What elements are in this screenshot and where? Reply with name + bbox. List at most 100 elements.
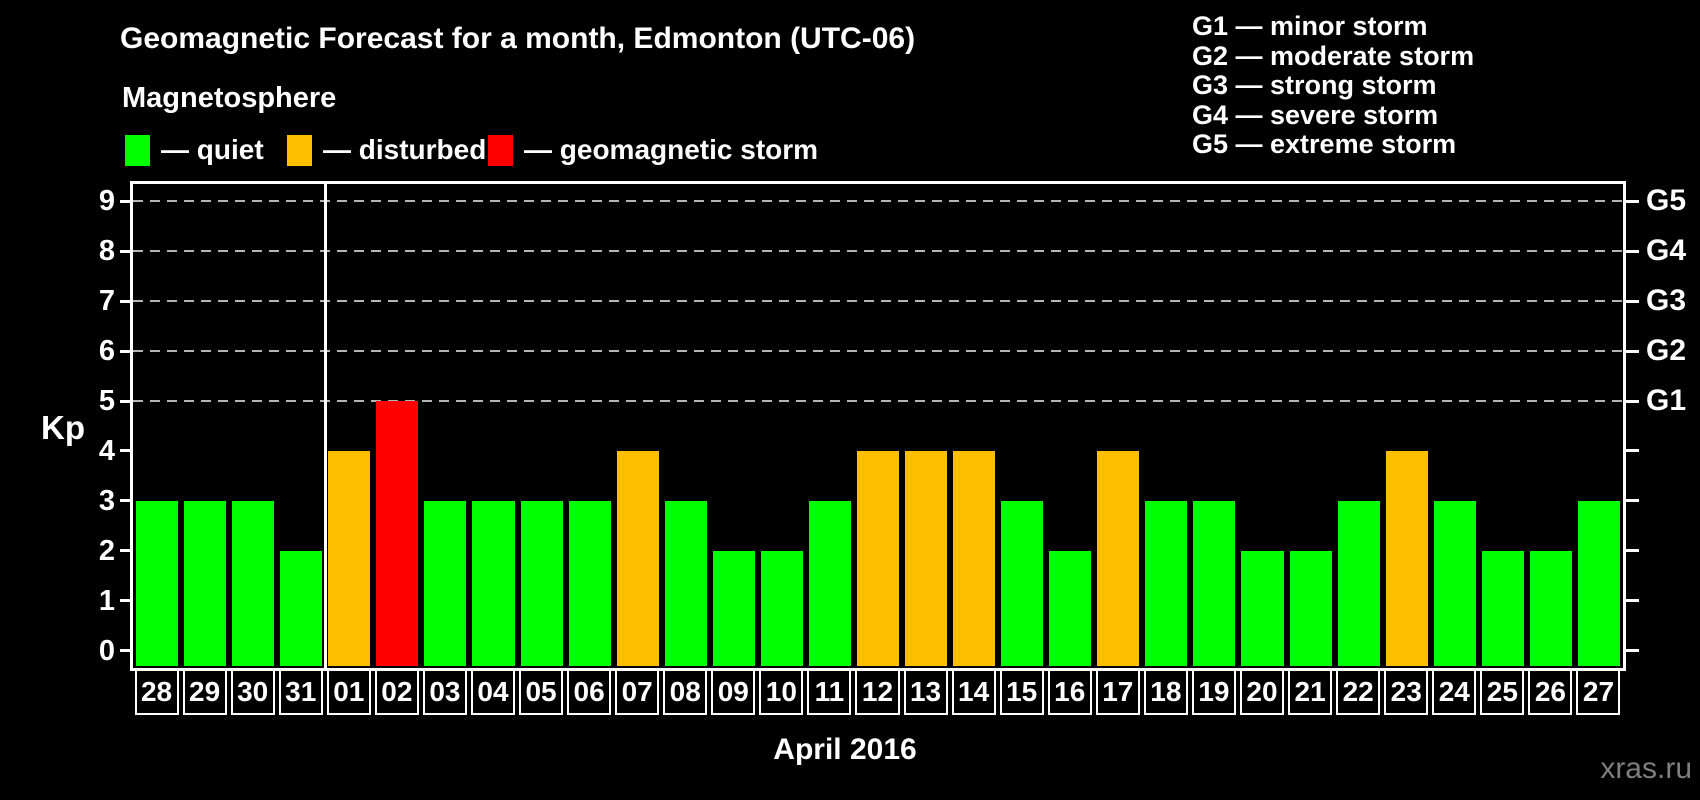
kp-bar-day-17 bbox=[1097, 450, 1140, 666]
kp-bar-day-01 bbox=[328, 450, 371, 666]
y-axis-tick-right bbox=[1626, 199, 1639, 203]
legend-item-storm: — geomagnetic storm bbox=[488, 134, 818, 166]
y-axis-tick-label: 9 bbox=[98, 185, 115, 218]
g-scale-legend-item: G2 — moderate storm bbox=[1192, 40, 1475, 71]
y-axis-tick-left bbox=[120, 199, 133, 203]
x-axis-day-label-15: 15 bbox=[999, 669, 1044, 715]
right-axis-label-g2: G2 bbox=[1646, 334, 1687, 368]
y-axis-tick-right bbox=[1626, 649, 1639, 652]
x-axis-day-label-21: 21 bbox=[1288, 669, 1333, 715]
x-axis-day-label-17: 17 bbox=[1095, 669, 1140, 715]
x-axis-day-label-07: 07 bbox=[615, 669, 660, 715]
legend-label-quiet: — quiet bbox=[161, 134, 264, 165]
kp-bar-day-11 bbox=[808, 500, 851, 666]
right-axis-label-g5: G5 bbox=[1646, 184, 1687, 218]
x-axis-day-label-04: 04 bbox=[470, 669, 515, 715]
y-axis-tick-right bbox=[1626, 549, 1639, 553]
y-axis-tick-left bbox=[120, 499, 133, 503]
disturbed-swatch-icon bbox=[287, 134, 312, 166]
x-axis-day-label-09: 09 bbox=[711, 669, 756, 715]
y-axis-title: Kp bbox=[41, 409, 85, 446]
x-axis-day-label-26: 26 bbox=[1528, 669, 1573, 715]
legend-label-storm: — geomagnetic storm bbox=[524, 134, 819, 165]
kp-bar-day-19 bbox=[1193, 500, 1236, 666]
x-axis-day-label-30: 30 bbox=[230, 669, 275, 715]
x-axis-day-label-18: 18 bbox=[1143, 669, 1188, 715]
gridline-kp-5 bbox=[133, 400, 1623, 402]
x-axis-day-label-14: 14 bbox=[951, 669, 996, 715]
right-axis-label-g4: G4 bbox=[1646, 234, 1687, 268]
y-axis-tick-label: 0 bbox=[98, 634, 115, 667]
x-axis-day-label-19: 19 bbox=[1191, 669, 1236, 715]
y-axis-tick-label: 8 bbox=[98, 235, 115, 268]
kp-bar-day-08 bbox=[664, 500, 707, 666]
y-axis-tick-label: 7 bbox=[98, 285, 115, 318]
kp-bar-day-24 bbox=[1433, 500, 1476, 666]
legend-item-disturbed: — disturbed bbox=[287, 134, 486, 166]
y-axis-tick-right bbox=[1626, 399, 1639, 403]
kp-bar-day-10 bbox=[760, 550, 803, 666]
x-axis-day-label-03: 03 bbox=[422, 669, 467, 715]
kp-bar-day-29 bbox=[184, 500, 227, 666]
g-scale-legend-item: G4 — severe storm bbox=[1192, 99, 1439, 130]
right-axis-label-g3: G3 bbox=[1646, 284, 1687, 318]
x-axis-day-label-27: 27 bbox=[1576, 669, 1621, 715]
kp-bar-day-07 bbox=[616, 450, 659, 666]
y-axis-tick-left bbox=[120, 299, 133, 303]
kp-bar-day-02 bbox=[376, 401, 419, 666]
watermark: xras.ru bbox=[1600, 752, 1692, 785]
right-axis-label-g1: G1 bbox=[1646, 384, 1687, 417]
kp-bar-day-12 bbox=[856, 450, 900, 666]
x-axis-day-label-06: 06 bbox=[567, 669, 612, 715]
kp-bar-day-15 bbox=[1001, 500, 1044, 666]
y-axis-tick-label: 1 bbox=[98, 584, 115, 617]
g-scale-legend: G1 — minor storm G2 — moderate storm G3 — … bbox=[1192, 11, 1475, 160]
y-axis-tick-right bbox=[1626, 249, 1639, 253]
y-axis-tick-right bbox=[1626, 599, 1639, 603]
x-axis-day-label-28: 28 bbox=[134, 669, 179, 715]
kp-bar-day-22 bbox=[1337, 500, 1380, 666]
kp-bar-day-03 bbox=[424, 500, 467, 666]
g-scale-legend-item: G1 — minor storm bbox=[1192, 11, 1428, 41]
kp-bar-day-21 bbox=[1289, 550, 1332, 666]
kp-bar-day-18 bbox=[1145, 500, 1188, 666]
y-axis-tick-label: 6 bbox=[98, 335, 115, 368]
y-axis-tick-label: 4 bbox=[98, 434, 115, 467]
kp-bar-day-14 bbox=[953, 450, 996, 666]
y-axis-tick-left bbox=[120, 249, 133, 253]
x-axis-day-label-20: 20 bbox=[1239, 669, 1285, 715]
y-axis-tick-left bbox=[120, 549, 133, 553]
kp-bar-day-25 bbox=[1481, 550, 1524, 666]
kp-bar-day-30 bbox=[232, 500, 275, 666]
x-axis-day-label-16: 16 bbox=[1047, 669, 1092, 715]
x-axis-day-label-23: 23 bbox=[1384, 669, 1429, 715]
x-axis-day-label-05: 05 bbox=[519, 669, 564, 715]
y-axis-tick-left bbox=[120, 449, 133, 453]
kp-bar-day-27 bbox=[1577, 500, 1620, 666]
kp-bar-day-23 bbox=[1385, 450, 1428, 666]
kp-bar-day-26 bbox=[1529, 550, 1572, 666]
y-axis-tick-left bbox=[120, 349, 133, 353]
y-axis-tick-label: 3 bbox=[98, 484, 115, 517]
x-axis-day-label-02: 02 bbox=[374, 669, 419, 715]
kp-bar-day-16 bbox=[1049, 550, 1092, 666]
y-axis-tick-label: 2 bbox=[98, 534, 115, 567]
storm-swatch-icon bbox=[488, 134, 513, 166]
quiet-swatch-icon bbox=[125, 134, 150, 166]
x-axis-day-label-13: 13 bbox=[903, 669, 948, 715]
x-axis-day-label-08: 08 bbox=[663, 669, 708, 715]
y-axis-tick-left bbox=[120, 399, 133, 403]
kp-bar-day-28 bbox=[136, 500, 179, 666]
x-axis-day-label-29: 29 bbox=[182, 669, 227, 715]
gridline-kp-7 bbox=[133, 300, 1623, 303]
legend-item-quiet: — quiet bbox=[125, 134, 264, 166]
kp-bar-day-13 bbox=[905, 450, 948, 666]
kp-bar-day-20 bbox=[1241, 550, 1284, 666]
kp-bar-day-31 bbox=[280, 550, 323, 666]
g-scale-legend-item: G5 — extreme storm bbox=[1192, 129, 1457, 159]
gridline-kp-9 bbox=[133, 200, 1623, 203]
x-axis-day-label-31: 31 bbox=[278, 669, 323, 715]
kp-bar-day-09 bbox=[712, 550, 755, 666]
